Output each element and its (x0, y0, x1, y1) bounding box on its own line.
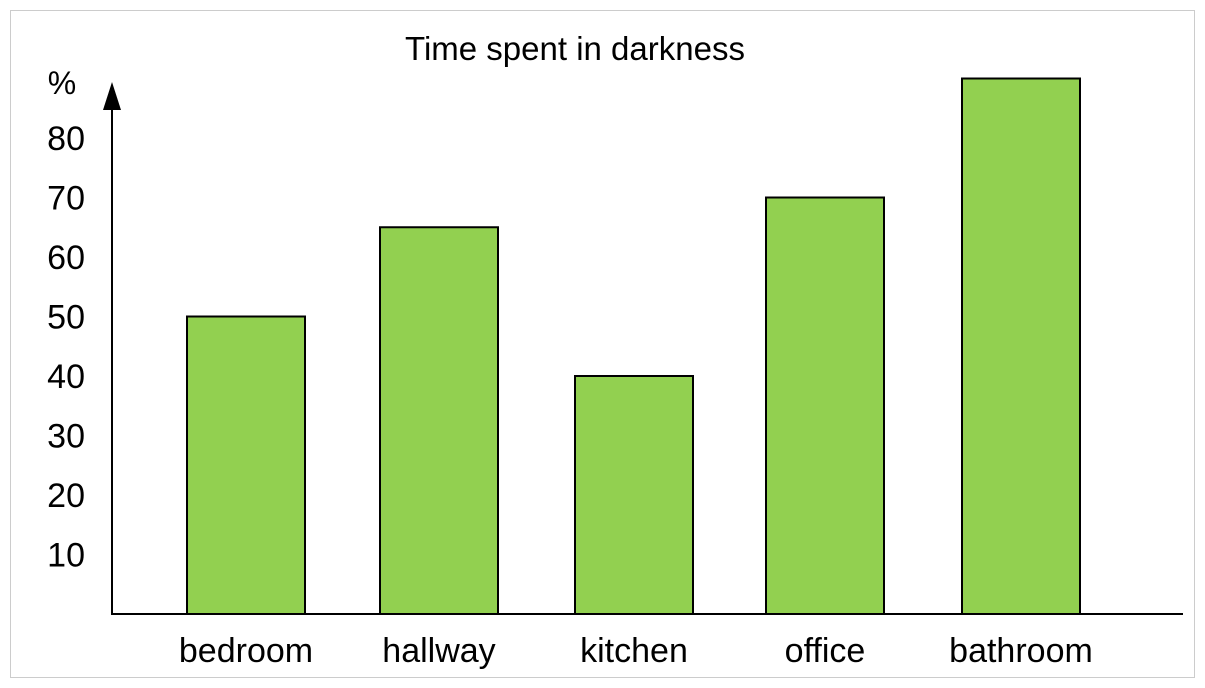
x-tick-label: bedroom (179, 632, 313, 670)
bar-kitchen (574, 375, 694, 615)
x-tick-label: kitchen (580, 632, 688, 670)
x-tick-label: office (785, 632, 866, 670)
y-tick-label: 30 (47, 418, 85, 456)
bar-hallway (379, 226, 499, 615)
chart-title: Time spent in darkness (405, 30, 745, 67)
y-axis-label: % (48, 65, 76, 101)
y-tick-label: 20 (47, 477, 85, 515)
x-tick-label: bathroom (949, 632, 1093, 670)
y-tick-label: 50 (47, 299, 85, 337)
bar-bedroom (186, 315, 306, 615)
y-tick-label: 60 (47, 239, 85, 277)
bar-office (765, 196, 885, 615)
y-tick-label: 40 (47, 358, 85, 396)
y-axis-arrow (103, 82, 121, 110)
x-tick-label: hallway (382, 632, 495, 670)
y-tick-label: 10 (47, 537, 85, 575)
bar-bathroom (961, 77, 1081, 615)
y-tick-label: 80 (47, 120, 85, 158)
y-tick-label: 70 (47, 180, 85, 218)
